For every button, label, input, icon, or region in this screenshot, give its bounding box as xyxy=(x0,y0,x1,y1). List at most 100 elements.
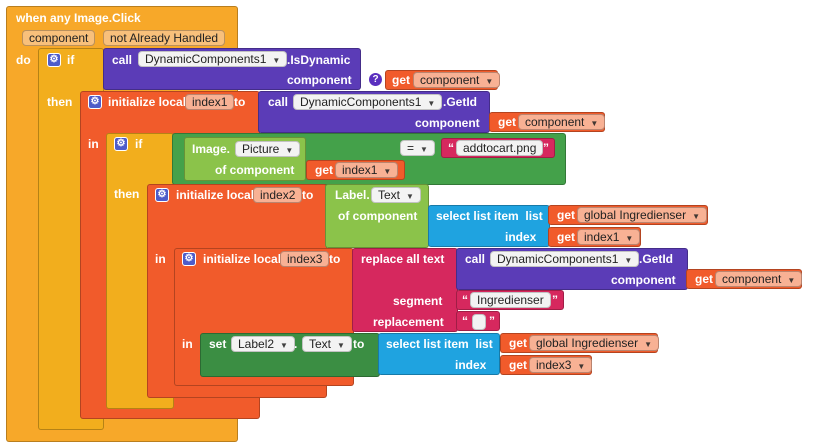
mutator-gear-icon[interactable]: ⚙ xyxy=(47,53,61,67)
dropdown-arrow-icon: ▼ xyxy=(337,341,345,350)
get-label: get xyxy=(315,163,333,177)
mutator-gear-icon[interactable]: ⚙ xyxy=(88,95,102,109)
get-label: get xyxy=(509,336,527,350)
dropdown-arrow-icon: ▼ xyxy=(590,119,599,128)
get-label: get xyxy=(509,358,527,372)
dropdown-arrow-icon: ▼ xyxy=(383,167,392,176)
of-component-label: of component xyxy=(215,163,295,177)
of-component-label: of component xyxy=(338,209,418,223)
property-value: Text xyxy=(378,188,401,202)
component-dropdown-label2[interactable]: Label2 ▼ xyxy=(231,336,295,352)
get-index1-dropdown[interactable]: index1 ▼ xyxy=(577,229,641,245)
index-label: index xyxy=(505,230,537,244)
dropdown-arrow-icon: ▼ xyxy=(406,192,414,201)
component-dropdown[interactable]: DynamicComponents1 ▼ xyxy=(490,251,640,267)
then-label: then xyxy=(114,187,140,201)
get-label: get xyxy=(392,73,410,87)
property-dropdown-text[interactable]: Text ▼ xyxy=(371,187,421,203)
get-global-ingredienser-dropdown[interactable]: global Ingredienser ▼ xyxy=(529,335,659,351)
then-label: then xyxy=(47,95,73,109)
in-label: in xyxy=(88,137,99,151)
dropdown-arrow-icon: ▼ xyxy=(427,99,436,108)
select-list-item-block-1[interactable] xyxy=(428,205,550,247)
local-var-index2[interactable]: index2 xyxy=(253,187,303,203)
get-component-dropdown[interactable]: component ▼ xyxy=(715,271,803,287)
get-index3-dropdown[interactable]: index3 ▼ xyxy=(529,357,593,373)
set-label: set xyxy=(209,337,227,351)
dot-separator: . xyxy=(294,337,298,351)
get-label: get xyxy=(557,208,575,222)
method-label: .GetId xyxy=(443,95,478,109)
dropdown-arrow-icon: ▼ xyxy=(692,212,700,221)
mutator-gear-icon[interactable]: ⚙ xyxy=(114,137,128,151)
get-label: get xyxy=(695,272,713,286)
quote-close: ” xyxy=(552,293,558,307)
dropdown-arrow-icon: ▼ xyxy=(420,145,428,154)
event-param-not-already-handled[interactable]: not Already Handled xyxy=(103,30,226,46)
to-label: to xyxy=(353,337,365,351)
get-index3-value: index3 xyxy=(536,358,572,372)
event-title: when any Image.Click xyxy=(16,11,141,25)
get-component-dropdown[interactable]: component ▼ xyxy=(518,114,606,130)
segment-label: segment xyxy=(393,294,443,308)
get-index1-dropdown[interactable]: index1 ▼ xyxy=(335,162,399,178)
event-param-component[interactable]: component xyxy=(22,30,96,46)
property-value: Text xyxy=(309,337,332,351)
select-list-item-text: select list item xyxy=(386,337,469,351)
dropdown-arrow-icon: ▼ xyxy=(285,146,294,155)
dropdown-arrow-icon: ▼ xyxy=(280,341,288,350)
quote-close: ” xyxy=(489,314,495,328)
get-global-ingredienser-dropdown[interactable]: global Ingredienser ▼ xyxy=(577,207,707,223)
select-list-item-text: select list item xyxy=(436,209,519,223)
quote-open: “ xyxy=(448,141,454,155)
if-label: if xyxy=(67,53,75,67)
initialize-local-label: initialize local xyxy=(203,252,282,266)
to-label: to xyxy=(329,252,341,266)
get-component-value: component xyxy=(420,73,480,87)
replace-all-text-block[interactable] xyxy=(352,248,458,332)
local-var-index3[interactable]: index3 xyxy=(280,251,330,267)
text-value-empty[interactable] xyxy=(472,314,486,330)
replacement-label: replacement xyxy=(373,315,444,329)
component-dropdown-value: Label2 xyxy=(238,337,275,351)
quote-open: “ xyxy=(462,293,468,307)
component-arg-label: component xyxy=(611,273,676,287)
mutator-gear-icon[interactable]: ⚙ xyxy=(155,188,169,202)
component-dropdown[interactable]: DynamicComponents1 ▼ xyxy=(293,94,443,110)
component-dropdown-value: DynamicComponents1 xyxy=(300,95,422,109)
text-value-addtocart[interactable]: addtocart.png xyxy=(456,140,544,156)
select-list-item-block-2[interactable] xyxy=(378,333,500,375)
global-ingredienser-value: global Ingredienser xyxy=(536,336,639,350)
method-label: .GetId xyxy=(639,252,674,266)
component-dropdown[interactable]: DynamicComponents1 ▼ xyxy=(138,51,288,67)
call-label: call xyxy=(268,95,289,109)
list-label: list xyxy=(525,209,543,223)
method-label: .IsDynamic xyxy=(287,53,351,67)
dropdown-arrow-icon: ▼ xyxy=(625,234,634,243)
local-var-index1[interactable]: index1 xyxy=(185,94,235,110)
get-label: get xyxy=(557,230,575,244)
component-arg-label: component xyxy=(287,73,352,87)
quote-open: “ xyxy=(462,314,468,328)
get-component-dropdown[interactable]: component ▼ xyxy=(413,72,501,88)
operator-dropdown-equals[interactable]: = ▼ xyxy=(400,140,435,156)
mutator-gear-icon[interactable]: ⚙ xyxy=(182,252,196,266)
component-arg-label: component xyxy=(415,116,480,130)
dropdown-arrow-icon: ▼ xyxy=(577,362,586,371)
if-label: if xyxy=(135,137,143,151)
global-ingredienser-value: global Ingredienser xyxy=(584,208,687,222)
operator-value: = xyxy=(407,141,415,155)
text-value-ingredienser[interactable]: Ingredienser xyxy=(470,292,551,308)
select-list-item-label: select list item list xyxy=(386,337,493,351)
property-value: Picture xyxy=(242,142,280,156)
property-dropdown-text[interactable]: Text ▼ xyxy=(302,336,352,352)
initialize-local-label: initialize local xyxy=(176,188,255,202)
to-label: to xyxy=(234,95,246,109)
quote-close: ” xyxy=(543,141,549,155)
help-question-icon[interactable]: ? xyxy=(368,72,383,87)
property-dropdown-picture[interactable]: Picture ▼ xyxy=(235,141,301,157)
initialize-local-label: initialize local xyxy=(108,95,187,109)
to-label: to xyxy=(302,188,314,202)
get-label: get xyxy=(498,115,516,129)
